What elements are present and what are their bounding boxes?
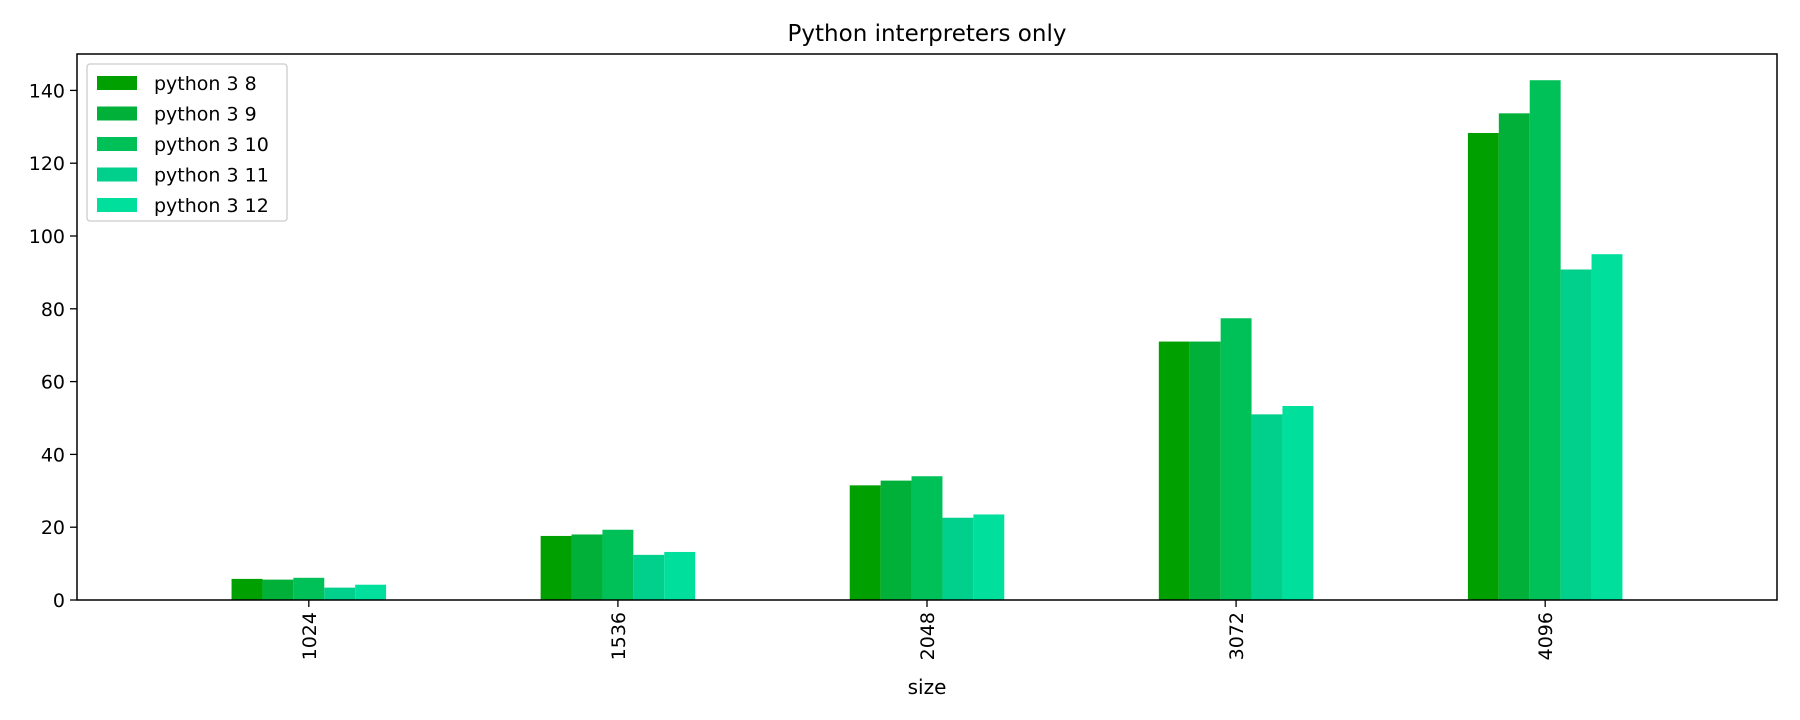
chart-title: Python interpreters only bbox=[788, 21, 1067, 47]
bar-python-3-12-3072 bbox=[1282, 405, 1314, 600]
x-axis-label: size bbox=[908, 675, 947, 699]
legend: python 3 8 python 3 9 python 3 10 python 3 … bbox=[86, 63, 288, 222]
legend-label-python-3-10: python 3 10 bbox=[154, 134, 269, 156]
legend-swatch-python-3-12 bbox=[97, 198, 137, 212]
legend-label-python-3-8: python 3 8 bbox=[154, 73, 257, 95]
legend-label-python-3-12: python 3 12 bbox=[154, 195, 269, 217]
bar-python-3-8-1536 bbox=[540, 535, 572, 600]
legend-swatch-python-3-11 bbox=[97, 167, 137, 182]
bar-python-3-8-2048 bbox=[849, 485, 881, 600]
bar-python-3-11-2048 bbox=[942, 517, 974, 600]
bar-python-3-9-1536 bbox=[571, 534, 603, 600]
bar-python-3-8-3072 bbox=[1158, 341, 1190, 600]
y-axis: 0 20 40 60 80 100 120 140 bbox=[29, 80, 77, 612]
x-tick-label-1536: 1536 bbox=[608, 612, 630, 660]
y-tick-label-40: 40 bbox=[41, 444, 65, 466]
x-axis: 1024 1536 2048 3072 4096 bbox=[299, 600, 1557, 660]
bar-python-3-9-1024 bbox=[262, 579, 294, 600]
y-tick-label-80: 80 bbox=[41, 299, 65, 321]
y-tick-label-60: 60 bbox=[41, 372, 65, 394]
x-tick-label-1024: 1024 bbox=[299, 612, 321, 660]
bar-python-3-9-3072 bbox=[1189, 341, 1221, 600]
x-tick-label-4096: 4096 bbox=[1535, 612, 1557, 660]
bar-python-3-10-1536 bbox=[602, 529, 634, 600]
legend-swatch-python-3-10 bbox=[97, 137, 137, 151]
bar-python-3-12-4096 bbox=[1591, 254, 1623, 600]
bar-python-3-12-2048 bbox=[973, 514, 1005, 600]
y-tick-label-100: 100 bbox=[29, 226, 65, 248]
legend-label-python-3-11: python 3 11 bbox=[154, 165, 269, 187]
bar-python-3-11-1536 bbox=[633, 554, 665, 600]
bar-python-3-10-1024 bbox=[293, 577, 325, 600]
bar-python-3-10-3072 bbox=[1220, 318, 1252, 600]
bar-python-3-9-2048 bbox=[880, 480, 912, 600]
legend-swatch-python-3-9 bbox=[97, 106, 137, 121]
legend-swatch-python-3-8 bbox=[97, 76, 137, 90]
bar-python-3-8-4096 bbox=[1467, 132, 1499, 601]
bar-python-3-11-4096 bbox=[1560, 269, 1592, 600]
bar-python-3-12-1024 bbox=[355, 584, 387, 600]
y-tick-label-20: 20 bbox=[41, 517, 65, 539]
bar-python-3-8-1024 bbox=[231, 578, 263, 600]
legend-box bbox=[86, 63, 288, 222]
x-tick-label-2048: 2048 bbox=[917, 612, 939, 660]
y-tick-label-120: 120 bbox=[29, 153, 65, 175]
bar-python-3-11-3072 bbox=[1251, 414, 1283, 600]
y-tick-label-0: 0 bbox=[53, 590, 65, 612]
y-tick-label-140: 140 bbox=[29, 80, 65, 102]
bar-python-3-11-1024 bbox=[324, 587, 356, 600]
bar-python-3-10-4096 bbox=[1529, 80, 1561, 600]
bar-python-3-10-2048 bbox=[911, 476, 943, 600]
x-tick-label-3072: 3072 bbox=[1226, 612, 1248, 660]
bars-layer bbox=[231, 80, 1623, 601]
legend-label-python-3-9: python 3 9 bbox=[154, 104, 257, 126]
bar-python-3-9-4096 bbox=[1498, 113, 1530, 600]
bar-python-3-12-1536 bbox=[664, 551, 696, 600]
